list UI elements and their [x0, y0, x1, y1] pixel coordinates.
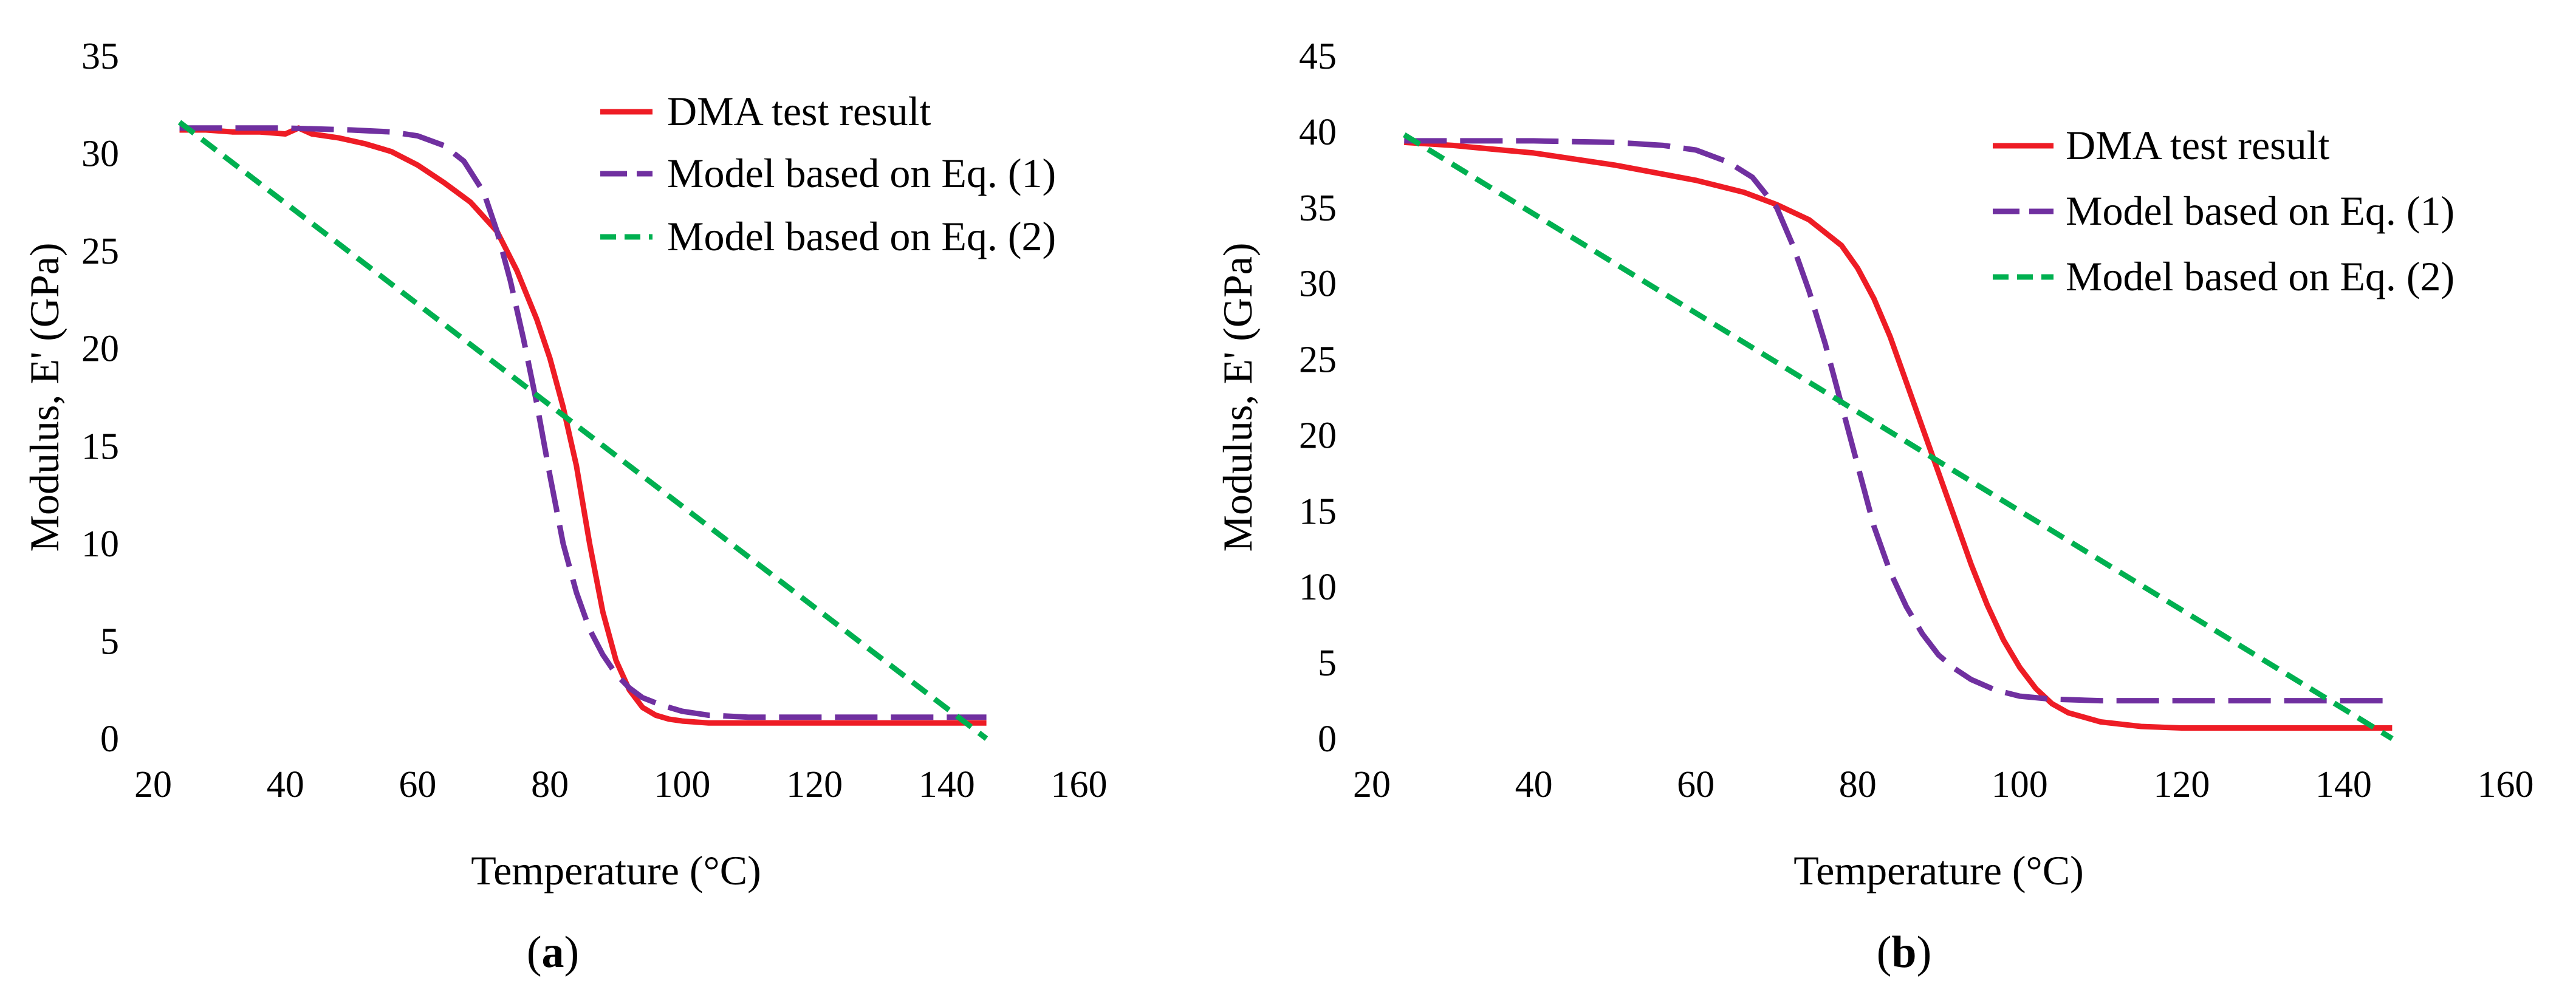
caption-letter: a	[542, 928, 564, 977]
x-tick-label: 20	[1353, 764, 1391, 805]
x-tick-label: 40	[1515, 764, 1553, 805]
y-tick-label: 20	[1299, 415, 1337, 456]
x-tick-label: 80	[531, 764, 569, 805]
x-tick-label: 100	[654, 764, 710, 805]
y-tick-label: 30	[1299, 264, 1337, 305]
y-tick-label: 15	[81, 426, 119, 467]
legend-label: Model based on Eq. (2)	[2066, 253, 2454, 299]
y-tick-label: 30	[81, 134, 119, 175]
series-line-model-based-on-eq-1	[1404, 138, 2393, 704]
y-tick-label: 40	[1299, 112, 1337, 153]
y-tick-label: 0	[1318, 719, 1337, 760]
legend-label: DMA test result	[2066, 122, 2330, 168]
x-tick-label: 120	[786, 764, 843, 805]
y-axis-title: Modulus, E' (GPa)	[21, 242, 67, 552]
y-tick-label: 45	[1299, 36, 1337, 77]
legend-label: DMA test result	[667, 88, 931, 134]
y-tick-label: 25	[1299, 340, 1337, 381]
x-tick-label: 140	[2315, 764, 2372, 805]
legend-label: Model based on Eq. (1)	[667, 150, 1056, 196]
series-line-model-based-on-eq-2	[1402, 132, 2394, 741]
y-tick-label: 5	[1318, 643, 1337, 684]
x-tick-label: 80	[1839, 764, 1877, 805]
x-axis-title: Temperature (°C)	[1793, 847, 2083, 893]
y-tick-label: 35	[81, 36, 119, 77]
chart-panel-b: 0 5 10 15 20 25 30 35 40 45 20 40 60 80 100 120 140 160 Te…	[1214, 36, 2534, 977]
x-tick-label: 160	[2478, 764, 2534, 805]
y-tick-label: 35	[1299, 188, 1337, 229]
y-axis-title: Modulus, E' (GPa)	[1214, 242, 1261, 552]
caption-close: )	[1917, 928, 1932, 977]
y-tick-label: 0	[100, 719, 119, 760]
x-tick-label: 100	[1992, 764, 2048, 805]
y-tick-label: 10	[81, 524, 119, 565]
x-tick-label: 60	[1677, 764, 1714, 805]
panel-caption: (a)	[527, 928, 579, 977]
x-tick-label: 20	[134, 764, 172, 805]
y-tick-label: 20	[81, 329, 119, 370]
series-line-dma-test-result	[1404, 139, 2393, 731]
caption-open: (	[527, 928, 542, 977]
x-axis-title: Temperature (°C)	[471, 847, 761, 893]
caption-close: )	[564, 928, 580, 977]
series-line-model-based-on-eq-2	[177, 120, 988, 741]
legend-label: Model based on Eq. (2)	[667, 213, 1056, 259]
x-tick-label: 140	[919, 764, 975, 805]
panel-caption: (b)	[1877, 928, 1931, 977]
caption-letter: b	[1891, 928, 1916, 977]
x-tick-label: 160	[1051, 764, 1108, 805]
x-tick-label: 40	[267, 764, 304, 805]
x-tick-label: 60	[399, 764, 436, 805]
series-line-model-based-on-eq-1	[179, 125, 987, 720]
y-tick-label: 25	[81, 231, 119, 272]
y-tick-label: 10	[1299, 567, 1337, 608]
x-tick-label: 120	[2153, 764, 2210, 805]
chart-panel-a: 0 5 10 15 20 25 30 35 20 40 60 80 100 120 140 160 Temper…	[21, 36, 1108, 977]
legend-label: Model based on Eq. (1)	[2066, 188, 2454, 234]
y-tick-label: 15	[1299, 491, 1337, 532]
y-tick-label: 5	[100, 621, 119, 662]
caption-open: (	[1877, 928, 1892, 977]
